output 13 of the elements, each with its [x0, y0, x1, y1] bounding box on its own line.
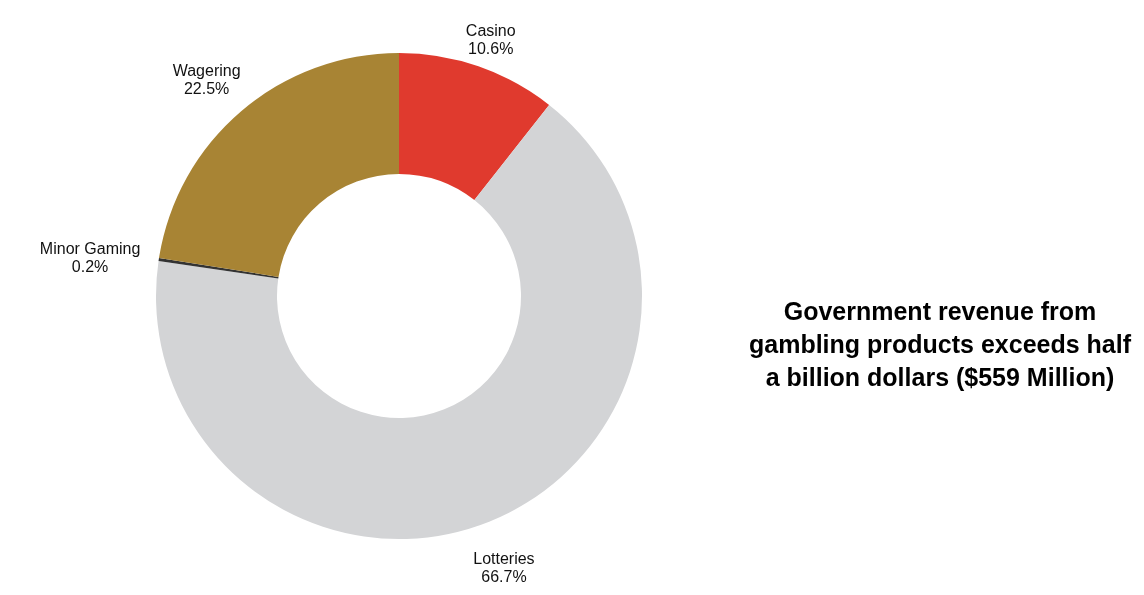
text: Government revenue from gambling products exceeds half a billion dollars ($559 Million) [748, 297, 1132, 391]
donut-slice [158, 53, 399, 277]
donut-slice [399, 53, 550, 201]
slice-label: Wagering [172, 61, 241, 79]
donut-slice [156, 104, 642, 539]
slice-label: Minor Gaming [39, 240, 141, 258]
data-label: 22.5% [183, 79, 230, 97]
data-label: 66.7% [481, 567, 527, 585]
slice-label: Lotteries [473, 549, 535, 567]
donut-slice [158, 257, 279, 279]
data-label: 0.2% [71, 258, 109, 276]
slice-label: Casino [465, 21, 516, 39]
data-label: 10.6% [468, 39, 514, 57]
